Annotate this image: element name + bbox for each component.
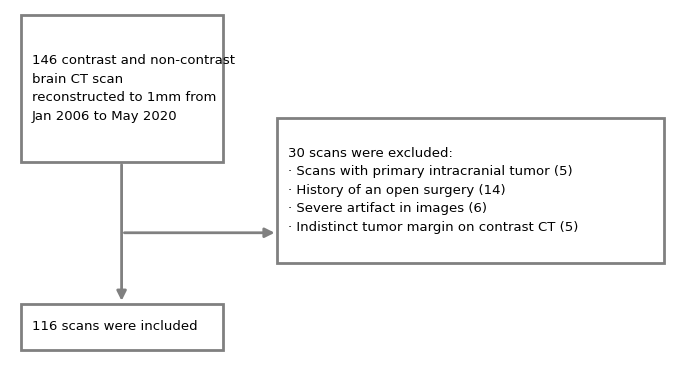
Text: 30 scans were excluded:
· Scans with primary intracranial tumor (5)
· History of: 30 scans were excluded: · Scans with pri… <box>288 147 579 234</box>
FancyBboxPatch shape <box>21 304 223 350</box>
FancyBboxPatch shape <box>277 118 664 263</box>
Text: 146 contrast and non-contrast
brain CT scan
reconstructed to 1mm from
Jan 2006 t: 146 contrast and non-contrast brain CT s… <box>32 54 234 123</box>
FancyBboxPatch shape <box>21 15 223 162</box>
Text: 116 scans were included: 116 scans were included <box>32 320 197 333</box>
